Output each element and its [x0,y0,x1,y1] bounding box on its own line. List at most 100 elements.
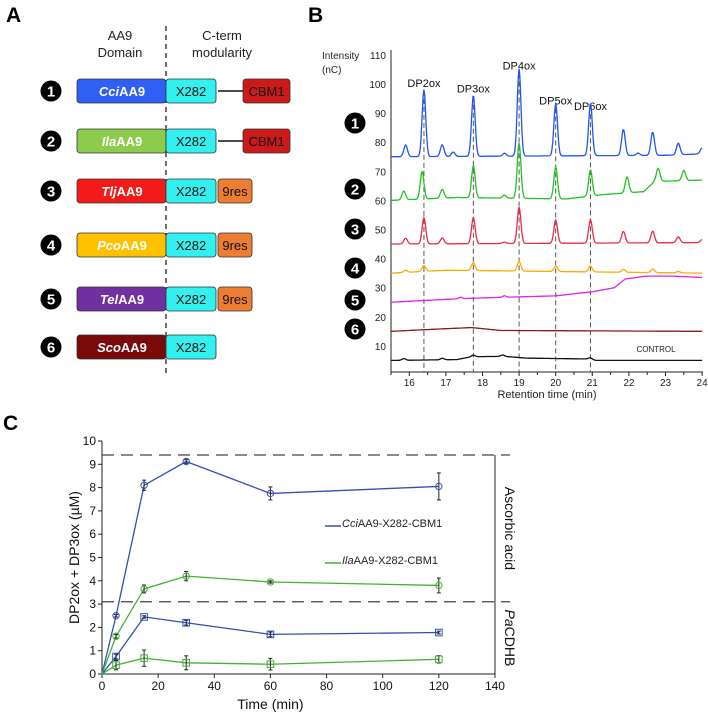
number-badge-icon [40,336,62,358]
module-label: 9res [222,238,248,253]
module-box-x282 [165,232,217,258]
module-label: X282 [176,184,206,199]
module-label: CBM1 [248,84,284,99]
domain-suffix: AA9 [121,238,147,253]
trace-3 [391,206,703,245]
control-label: CONTROL [636,345,676,354]
domain-suffix: AA9 [116,134,142,149]
species-prefix: Ila [102,134,116,149]
trace-number-2: 2 [344,178,366,200]
module-label: 9res [222,292,248,307]
data-point-circle [140,585,148,593]
header-cterm: C-term [202,28,242,43]
number-badge-icon [344,178,366,200]
data-point-circle [112,612,120,620]
y-tick-label: 1 [89,644,96,658]
x-tick-label: 120 [429,679,449,693]
data-point-circle [435,482,443,491]
data-point-square [182,659,191,667]
domain-row-6: 6 ScoAA9 X282 [40,334,217,360]
y-tick-label: 110 [370,51,386,62]
module-box-9res [217,178,253,204]
data-point-circle [266,578,275,586]
row-number-1: 1 [40,80,62,102]
series-line [101,460,439,675]
x-tick-label: 22 [623,378,635,389]
data-point-square [140,613,148,621]
trace-2 [391,142,703,202]
y-tick-label: 7 [89,504,96,518]
data-point-circle [435,581,443,590]
y-tick-label: 8 [89,481,96,495]
trace-number-4: 4 [344,257,366,279]
data-point-circle [182,457,190,466]
y-tick-label: 50 [375,226,387,237]
row-number-4: 4 [40,234,62,256]
y-tick-label: 20 [375,313,387,324]
data-point-square [435,655,443,664]
panel-label-a: A [6,4,21,27]
x-axis-title: Time (min) [237,696,303,712]
aa9-domain-label: CciAA9 [99,84,145,99]
number-badge-text: 4 [351,261,360,278]
module-label: X282 [176,84,206,99]
row-number-5: 5 [40,288,62,310]
module-box-9res [217,286,253,312]
region-label-suffix: CDHB [502,627,518,667]
domain-row-3: 3 TljAA9 X282 9res [40,178,253,204]
module-box-cbm1 [242,78,291,104]
y-tick-label: 80 [375,138,387,149]
trace-5 [390,275,703,303]
number-badge-text: 2 [351,182,359,199]
module-box-x282 [165,78,217,104]
legend-prefix: Cci [342,518,358,530]
legend-label: CciAA9-X282-CBM1 [342,518,442,530]
y-tick-label: 3 [89,597,96,611]
x-tick-label: 20 [151,679,165,693]
number-badge-text: 6 [47,340,55,357]
module-label: X282 [176,292,206,307]
aa9-domain-label: IlaAA9 [102,134,142,149]
domain-row-4: 4 PcoAA9 X282 9res [40,232,253,258]
series-line [101,575,439,675]
panel-a-domain-diagram: AA9 Domain C-term modularity 1 CciAA9 X282… [40,26,291,375]
data-point-circle [112,632,120,640]
y-tick-label: 2 [89,620,96,634]
panel-label-c: C [3,412,18,435]
data-point-square [112,661,120,669]
aa9-domain-label: PcoAA9 [97,238,147,253]
domain-suffix: AA9 [118,292,144,307]
module-label: CBM1 [248,134,284,149]
x-tick-label: 17 [440,378,452,389]
aa9-domain-label: ScoAA9 [97,340,147,355]
y-tick-label: 40 [375,255,387,266]
species-prefix: Tlj [101,184,117,199]
species-prefix: Sco [97,340,121,355]
data-point-circle [182,572,190,580]
y-tick-label: 10 [375,342,387,353]
number-badge-text: 1 [351,116,359,133]
header-modularity: modularity [192,45,252,60]
number-badge-text: 6 [351,322,359,339]
module-box-9res [217,232,253,258]
x-tick-label: 24 [697,378,708,389]
series-3 [101,649,443,675]
number-badge-icon [40,288,62,310]
domain-suffix: AA9 [117,184,143,199]
number-badge-text: 3 [47,184,55,201]
number-badge-text: 2 [47,134,55,151]
legend-entry-ila: IlaAA9-X282-CBM1 [325,555,438,567]
x-tick-label: 19 [514,378,526,389]
legend-prefix: Ila [342,555,354,567]
domain-suffix: AA9 [121,340,147,355]
region-label-pacdhb: PaCDHB [502,609,518,666]
series-0 [101,457,443,675]
x-tick-label: 23 [660,378,672,389]
header-aa9: AA9 [108,28,133,43]
x-tick-label: 60 [264,679,278,693]
number-badge-text: 5 [47,292,55,309]
trace-number-3: 3 [344,218,366,240]
module-box-x282 [165,128,217,154]
